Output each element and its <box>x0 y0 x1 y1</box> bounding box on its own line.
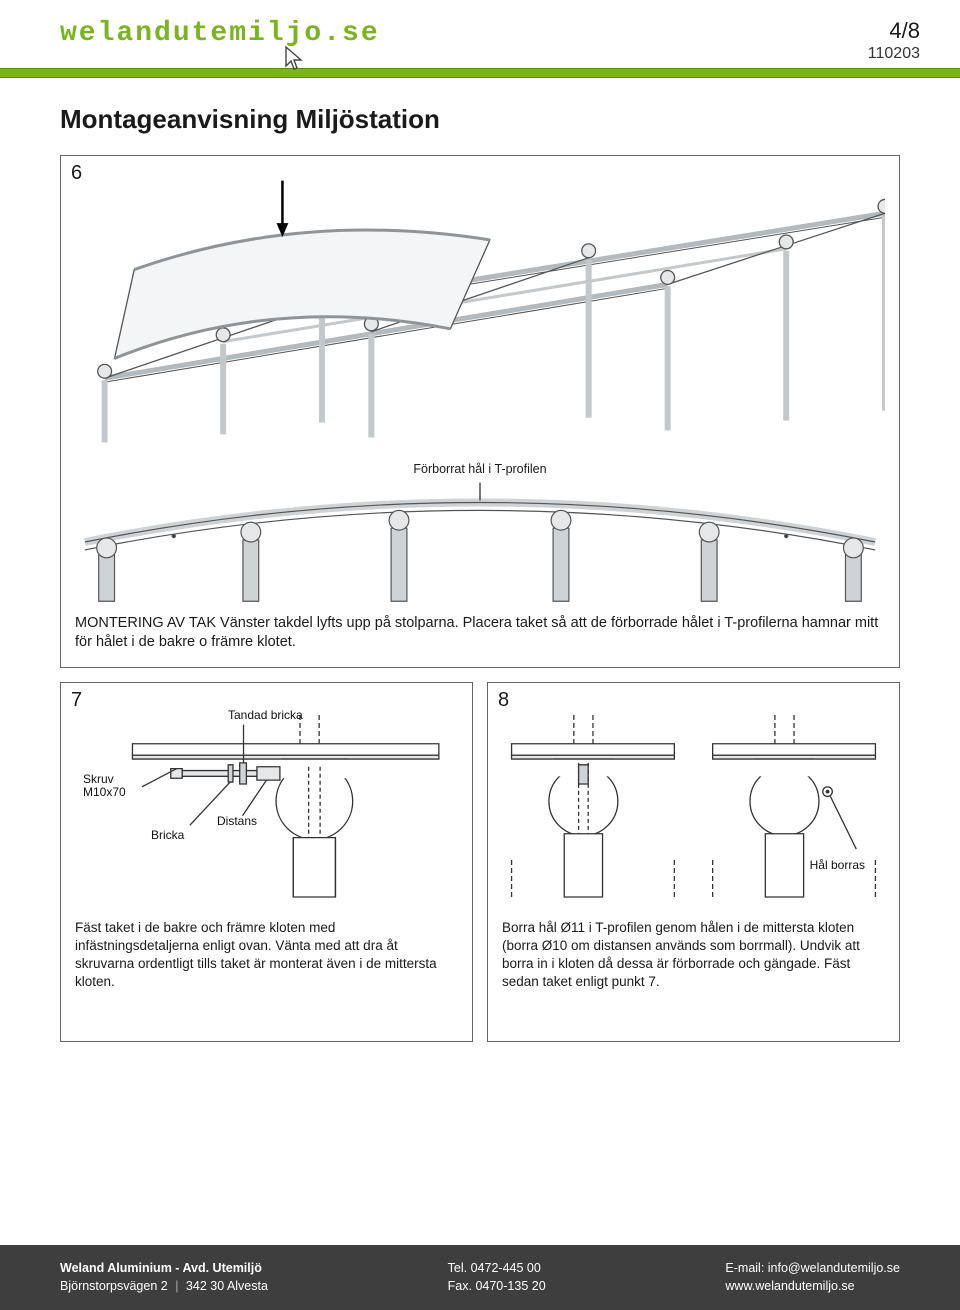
footer-web: www.welandutemiljo.se <box>725 1277 900 1296</box>
header: welandutemiljo.se 4/8 110203 <box>0 0 960 68</box>
panel6-description: MONTERING AV TAK Vänster takdel lyfts up… <box>75 614 885 653</box>
figure-drill-detail: Hål borras <box>502 711 885 901</box>
label-bricka: Bricka <box>151 829 184 842</box>
step-number-7: 7 <box>71 689 82 712</box>
doc-number: 110203 <box>868 44 920 63</box>
figure-bolt-detail: Tandad bricka Skruv M10x70 Distans Brick… <box>75 711 458 901</box>
panel8-description: Borra hål Ø11 i T-profilen genom hålen i… <box>502 919 885 992</box>
cursor-icon <box>280 44 310 79</box>
panel7-description: Fäst taket i de bakre och främre kloten … <box>75 919 458 992</box>
logo-tld: .se <box>323 18 379 49</box>
logo: welandutemiljo.se <box>60 18 380 49</box>
footer-phone-block: Tel. 0472-445 00 Fax. 0470-135 20 <box>448 1259 546 1297</box>
label-distans: Distans <box>217 815 257 828</box>
figure-caption-preborred-hole: Förborrat hål i T-profilen <box>75 462 885 476</box>
page-label: 4/8 <box>868 18 920 44</box>
accent-bar <box>0 68 960 78</box>
footer-company: Weland Aluminium - Avd. Utemiljö <box>60 1261 262 1275</box>
footer-online-block: E-mail: info@welandutemiljo.se www.welan… <box>725 1259 900 1297</box>
footer: Weland Aluminium - Avd. Utemiljö Björnst… <box>0 1245 960 1310</box>
figure-front-elevation <box>75 482 885 602</box>
figure-isometric-roof <box>75 174 885 454</box>
footer-postal: 342 30 Alvesta <box>186 1279 268 1293</box>
panel-step-6: 6 <box>60 155 900 668</box>
label-tandad-bricka: Tandad bricka <box>228 709 303 722</box>
footer-address: Björnstorpsvägen 2 <box>60 1279 168 1293</box>
label-hal-borras: Hål borras <box>810 859 865 872</box>
footer-tel: Tel. 0472-445 00 <box>448 1259 546 1278</box>
footer-company-block: Weland Aluminium - Avd. Utemiljö Björnst… <box>60 1259 268 1297</box>
panel-step-8: 8 <box>487 682 900 1042</box>
panel-step-7: 7 <box>60 682 473 1042</box>
step-number-8: 8 <box>498 689 509 712</box>
page-title: Montageanvisning Miljöstation <box>60 104 900 135</box>
label-skruv: Skruv M10x70 <box>83 773 126 799</box>
page-number-block: 4/8 110203 <box>868 18 920 64</box>
footer-email: E-mail: info@welandutemiljo.se <box>725 1259 900 1278</box>
footer-fax: Fax. 0470-135 20 <box>448 1277 546 1296</box>
